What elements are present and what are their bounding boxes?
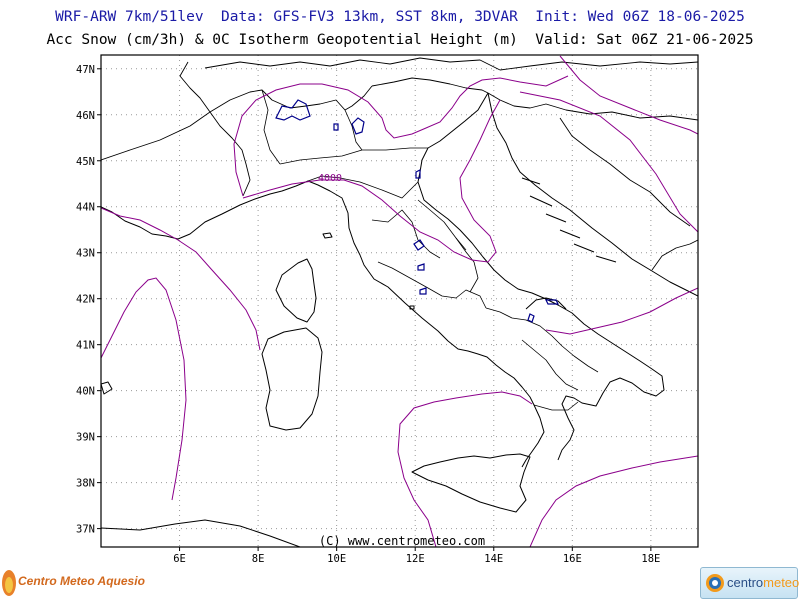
isotherm-ionian (529, 455, 698, 547)
graticule (101, 55, 698, 547)
logo-right-text: centrometeo (727, 575, 800, 590)
isotherm-west (101, 207, 261, 351)
lon-label: 10E (327, 553, 346, 565)
border-bosnia (559, 117, 691, 227)
lon-label: 12E (406, 553, 425, 565)
border-montenegro (651, 239, 698, 271)
border-france-italy (209, 111, 251, 197)
lat-label: 46N (76, 110, 95, 122)
border-tuscany-umbria (371, 209, 441, 259)
border-po-valley (279, 147, 428, 165)
corsica-island (275, 258, 317, 323)
lat-label: 37N (76, 524, 95, 536)
lat-label: 44N (76, 202, 95, 214)
isotherm-alps (233, 75, 569, 197)
border-lombardy-veneto (344, 109, 363, 151)
coastline-gargano (525, 297, 567, 310)
border-molise-campania (485, 307, 553, 337)
centrometeo-logo: centrometeo (700, 567, 800, 599)
lat-label: 39N (76, 432, 95, 444)
border-slovenia-croatia (487, 92, 698, 121)
map-frame (100, 54, 699, 548)
lon-label: 14E (484, 553, 503, 565)
snow-accumulation-areas (275, 99, 559, 323)
border-west-alps (101, 61, 211, 161)
lon-label: 18E (641, 553, 660, 565)
border-switzerland-italy (209, 85, 373, 113)
balearic-fragment (101, 381, 113, 395)
lon-label: 8E (252, 553, 265, 565)
border-germany-austria (204, 57, 501, 71)
capri-island (409, 305, 415, 310)
isotherm-south (397, 391, 533, 547)
border-apulia (551, 335, 599, 373)
snow-area-gargano (545, 299, 559, 305)
snow-area-alps-small (333, 123, 339, 131)
coastline-balkan (487, 92, 698, 297)
isotherm-sardinia-sea (101, 277, 187, 501)
lat-label: 41N (76, 340, 95, 352)
border-campania-basilicata (521, 339, 579, 391)
flame-logo-icon (2, 570, 16, 596)
product-title: Acc Snow (cm/3h) & 0C Isotherm Geopotent… (46, 32, 754, 48)
centro-meteo-aquesio-logo: Centro Meteo Aquesio (0, 566, 145, 600)
isotherm-contour-label: 4000 (318, 173, 342, 184)
lat-label: 43N (76, 248, 95, 260)
snow-area-apennine-2 (417, 263, 425, 271)
lat-label: 47N (76, 64, 95, 76)
border-north-east (499, 61, 698, 71)
axis-labels: 47N 46N 45N 44N 43N 42N 41N 40N 39N 38N 37N 6E 8E 10E… (76, 64, 660, 565)
snow-area-tuscany (415, 169, 421, 179)
sicily-island (411, 453, 531, 513)
isotherm-adriatic-south (545, 287, 698, 335)
snow-area-apennine-1 (413, 239, 425, 251)
lat-label: 45N (76, 156, 95, 168)
snow-area-alps-central (351, 117, 365, 135)
country-borders (101, 57, 698, 271)
sardinia-island (261, 327, 323, 431)
lon-label: 16E (563, 553, 582, 565)
coastline-west (101, 180, 545, 468)
map-background (101, 55, 698, 547)
elba-island (322, 232, 333, 239)
lat-label: 40N (76, 386, 95, 398)
border-austria-italy (371, 77, 489, 94)
lat-label: 38N (76, 478, 95, 490)
lat-label: 42N (76, 294, 95, 306)
border-lazio (377, 261, 487, 309)
isotherm-contours (101, 55, 698, 547)
region-borders (261, 89, 599, 411)
coastline-tunisia (101, 519, 301, 547)
copyright-text: (C) www.centrometeo.com (319, 534, 485, 548)
globe-logo-icon (706, 574, 724, 592)
snow-area-molise (527, 313, 535, 323)
dalmatian-islands (521, 177, 617, 263)
border-emilia-tuscany (307, 175, 419, 199)
isotherm-northeast (559, 55, 698, 135)
border-calabria (533, 401, 579, 411)
border-piedmont-lombardy (261, 89, 281, 165)
border-abruzzo (455, 237, 479, 293)
snow-area-alps-west (275, 99, 311, 121)
snow-area-apennine-3 (419, 287, 427, 295)
isotherm-apennines (242, 99, 501, 263)
isotherm-east (519, 91, 698, 233)
logo-left-text: Centro Meteo Aquesio (18, 574, 145, 588)
lon-label: 6E (173, 553, 186, 565)
run-info-header: WRF-ARW 7km/51lev Data: GFS-FV3 13km, SS… (55, 9, 745, 25)
